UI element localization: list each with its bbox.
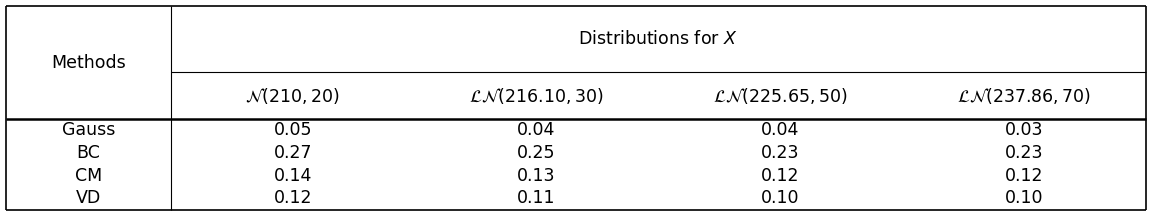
Text: $\mathcal{L}\mathcal{N}(216.10, 30)$: $\mathcal{L}\mathcal{N}(216.10, 30)$ [469,86,603,105]
Text: 0.05: 0.05 [273,121,311,139]
Text: 0.11: 0.11 [517,189,556,207]
Text: Distributions for $X$: Distributions for $X$ [578,30,738,48]
Text: CM: CM [75,167,102,184]
Text: 0.04: 0.04 [761,121,800,139]
Text: 0.04: 0.04 [517,121,556,139]
Text: 0.13: 0.13 [517,167,556,184]
Text: 0.12: 0.12 [1004,167,1043,184]
Text: 0.10: 0.10 [761,189,800,207]
Text: 0.27: 0.27 [273,144,311,162]
Text: $\mathcal{N}(210, 20)$: $\mathcal{N}(210, 20)$ [245,86,340,105]
Text: 0.03: 0.03 [1004,121,1043,139]
Text: BC: BC [76,144,100,162]
Text: 0.23: 0.23 [1004,144,1043,162]
Text: Methods: Methods [51,54,125,72]
Text: 0.23: 0.23 [761,144,800,162]
Text: Gauss: Gauss [62,121,115,139]
Text: 0.12: 0.12 [761,167,800,184]
Text: $\mathcal{L}\mathcal{N}(225.65, 50)$: $\mathcal{L}\mathcal{N}(225.65, 50)$ [712,86,847,105]
Text: 0.12: 0.12 [273,189,311,207]
Text: $\mathcal{L}\mathcal{N}(237.86, 70)$: $\mathcal{L}\mathcal{N}(237.86, 70)$ [957,86,1090,105]
Text: VD: VD [76,189,101,207]
Text: 0.25: 0.25 [517,144,556,162]
Text: 0.10: 0.10 [1004,189,1043,207]
Text: 0.14: 0.14 [273,167,311,184]
